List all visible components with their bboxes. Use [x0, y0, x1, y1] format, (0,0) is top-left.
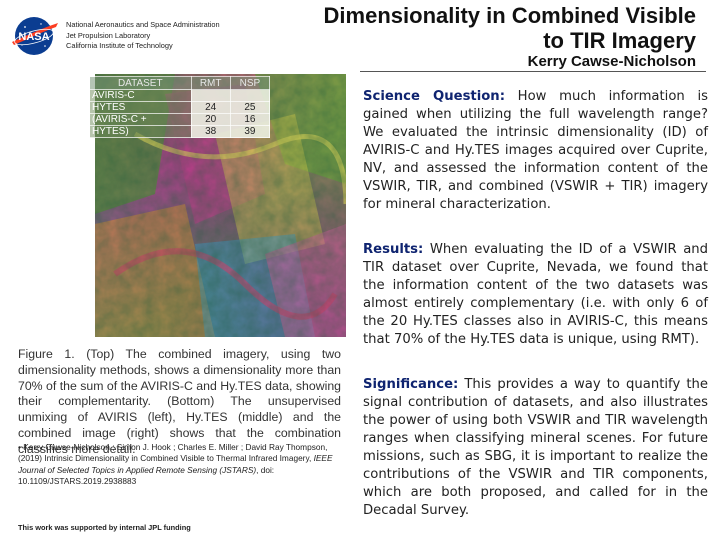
science-question-heading: Science Question: [363, 89, 505, 104]
table-cell-rmt: 24 [190, 101, 231, 114]
table-cell-rmt: 20 [190, 113, 231, 126]
org-line: National Aeronautics and Space Administr… [66, 20, 220, 29]
table-cell-rmt: 38 [190, 125, 231, 138]
logo-text: NASA [18, 31, 49, 43]
table-row: (AVIRIS-C + 20 16 [89, 113, 271, 126]
citation-journal: IEEE Journal of Selected Topics in Appli… [18, 453, 333, 475]
funding-note: This work was supported by internal JPL … [18, 523, 191, 532]
page-title: Dimensionality in Combined Visible to TI… [323, 3, 696, 53]
org-line: California Institute of Technology [66, 41, 173, 50]
results-paragraph: Results: When evaluating the ID of a VSW… [363, 241, 708, 349]
table-header-dataset: DATASET [89, 76, 192, 90]
table-cell-label: HYTES [89, 101, 192, 114]
science-question-text: How much information is gained when util… [363, 89, 708, 212]
significance-paragraph: Significance: This provides a way to qua… [363, 376, 708, 520]
citation-doi: , doi: 10.1109/JSTARS.2019.2938883 [18, 464, 275, 487]
table-header-nsp: NSP [229, 76, 271, 90]
table-cell-label: HYTES) [89, 125, 192, 138]
figure-caption: Figure 1. (Top) The combined imagery, us… [18, 347, 341, 456]
org-line: Jet Propulsion Laboratory [66, 30, 151, 40]
nasa-logo: NASA [10, 15, 60, 57]
table-cell-rmt [190, 89, 231, 102]
table-cell-nsp [229, 89, 271, 102]
dimensionality-table: DATASET RMT NSP AVIRIS-C HYTES 24 25 (AV… [89, 76, 271, 138]
table-row: HYTES) 38 39 [89, 125, 271, 138]
significance-text: This provides a way to quantify the sign… [363, 377, 708, 518]
citation: • Kerry Cawse-Nicholson ; Simon J. Hook … [18, 442, 338, 488]
table-cell-nsp: 25 [229, 101, 271, 114]
results-text: When evaluating the ID of a VSWIR and TI… [363, 242, 708, 347]
table-cell-nsp: 39 [229, 125, 271, 138]
citation-authors: • Kerry Cawse-Nicholson ; Simon J. Hook … [18, 442, 328, 464]
author-name: Kerry Cawse-Nicholson [527, 53, 696, 70]
science-question-paragraph: Science Question: How much information i… [363, 88, 708, 214]
title-divider [360, 71, 706, 72]
organization-lines: National Aeronautics and Space Administr… [66, 20, 220, 52]
significance-heading: Significance: [363, 377, 459, 392]
results-heading: Results: [363, 242, 424, 257]
table-header-row: DATASET RMT NSP [89, 76, 271, 90]
table-cell-label: (AVIRIS-C + [89, 113, 192, 126]
table-cell-label: AVIRIS-C [89, 89, 192, 102]
table-row: AVIRIS-C [89, 89, 271, 102]
table-header-rmt: RMT [190, 76, 231, 90]
table-cell-nsp: 16 [229, 113, 271, 126]
table-row: HYTES 24 25 [89, 101, 271, 114]
